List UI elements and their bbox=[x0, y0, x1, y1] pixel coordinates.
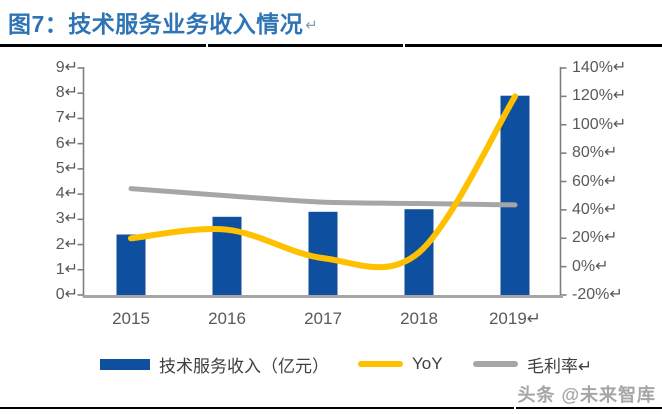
y-axis-left-tick-label: 9↵ bbox=[55, 59, 78, 76]
x-axis-tick-label: 2019↵ bbox=[488, 309, 542, 328]
x-axis-tick-label: 2018 bbox=[400, 309, 438, 328]
y-axis-right-tick-label: 20%↵ bbox=[572, 229, 618, 247]
y-axis-left-tick-label: 4↵ bbox=[55, 185, 78, 203]
x-axis-tick-label: 2016 bbox=[208, 309, 246, 328]
y-axis-left-tick-label: 3↵ bbox=[55, 210, 78, 228]
bottom-divider bbox=[0, 407, 662, 409]
legend-item-yoy: YoY bbox=[358, 351, 443, 377]
x-axis-tick-label: 2015 bbox=[112, 309, 150, 328]
y-axis-right-tick-label: 60%↵ bbox=[572, 172, 618, 190]
legend-line-swatch bbox=[358, 361, 403, 367]
x-axis-tick-label: 2017 bbox=[304, 309, 342, 328]
y-axis-left-tick-label: 7↵ bbox=[55, 109, 78, 127]
legend-item-revenue: 技术服务收入（亿元） bbox=[100, 351, 329, 377]
y-axis-left-tick-label: 0↵ bbox=[55, 286, 78, 303]
bar-2015 bbox=[116, 234, 146, 296]
bar-2019 bbox=[500, 95, 530, 296]
legend-label: 毛利率↵ bbox=[527, 356, 593, 376]
y-axis-right-tick-label: 140%↵ bbox=[572, 59, 627, 76]
paragraph-return-mark: ↵ bbox=[305, 17, 318, 34]
y-axis-left-tick-label: 5↵ bbox=[55, 159, 78, 177]
y-axis-right-tick-label: 40%↵ bbox=[572, 200, 618, 218]
figure-title: 图7：技术服务业务收入情况 bbox=[8, 11, 304, 37]
legend-bar-swatch bbox=[100, 358, 150, 370]
legend-item-gross-margin: 毛利率↵ bbox=[473, 351, 592, 377]
y-axis-left-tick-label: 1↵ bbox=[55, 260, 78, 278]
y-axis-left-tick-label: 8↵ bbox=[55, 84, 78, 102]
y-axis-right-tick-label: -20%↵ bbox=[572, 286, 623, 303]
y-axis-right-tick-label: 0%↵ bbox=[572, 257, 609, 275]
gross-margin-line bbox=[128, 186, 518, 208]
y-axis-right-tick-label: 80%↵ bbox=[572, 144, 618, 162]
top-divider bbox=[0, 44, 662, 47]
legend-line-swatch bbox=[473, 361, 518, 367]
y-axis-left-tick-label: 2↵ bbox=[55, 235, 78, 253]
y-axis-right-tick-label: 120%↵ bbox=[572, 87, 627, 105]
figure-title-row: 图7：技术服务业务收入情况 ↵ bbox=[8, 5, 318, 39]
chart-legend: 技术服务收入（亿元） YoY 毛利率↵ bbox=[0, 351, 662, 377]
legend-label: 技术服务收入（亿元） bbox=[159, 356, 329, 376]
watermark: 头条 @未来智库 bbox=[517, 385, 656, 405]
legend-label: YoY bbox=[412, 354, 443, 373]
yoy-line bbox=[128, 93, 518, 271]
y-axis-left-tick-label: 6↵ bbox=[55, 134, 78, 152]
y-axis-right-tick-label: 100%↵ bbox=[572, 115, 627, 133]
